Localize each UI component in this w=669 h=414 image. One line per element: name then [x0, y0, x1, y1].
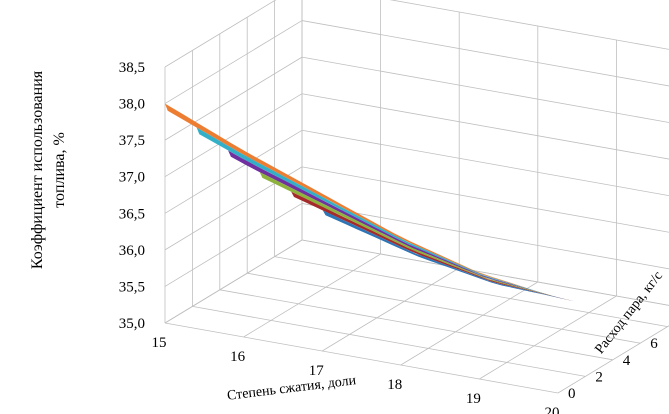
side-wall-gridline — [164, 93, 303, 178]
side-wall-gridline — [164, 20, 303, 104]
floor-gridline — [164, 322, 559, 394]
y-tick-label: 4 — [623, 353, 631, 369]
z-tick-label: 35,0 — [119, 316, 145, 332]
y-axis-ticks: 0246810 — [568, 336, 658, 402]
floor-gridline — [557, 325, 669, 394]
z-axis-label-line2: топлива, % — [51, 132, 68, 208]
side-wall-gridline — [164, 203, 303, 287]
x-tick-label: 18 — [387, 377, 402, 393]
z-tick-label: 38,5 — [119, 60, 145, 76]
z-tick-label: 37,5 — [119, 133, 145, 149]
floor-gridline — [247, 272, 641, 344]
x-axis-ticks: 15 16 17 18 19 20 — [152, 335, 560, 414]
x-tick-label: 17 — [309, 363, 325, 379]
back-wall-gridline — [301, 56, 669, 123]
surface-band-2 — [196, 127, 564, 299]
y-tick-label: 6 — [650, 336, 658, 352]
z-tick-label: 38,0 — [119, 97, 145, 113]
y-tick-label: 0 — [568, 386, 576, 402]
z-tick-label: 35,5 — [119, 279, 145, 295]
z-axis-ticks: 35,0 35,5 36,0 36,5 37,0 37,5 38,0 38,5 — [119, 60, 145, 332]
back-wall-gridline — [301, 93, 669, 160]
back-wall-gridline — [301, 129, 669, 197]
z-tick-label: 36,0 — [119, 243, 145, 259]
side-wall-gridline — [164, 0, 277, 68]
z-tick-label: 36,5 — [119, 206, 145, 222]
x-tick-label: 15 — [152, 335, 167, 351]
floor-gridline — [192, 306, 586, 377]
surface-bands — [165, 103, 575, 302]
floor-gridline — [219, 289, 613, 361]
surface-band-1 — [165, 103, 561, 299]
back-wall-gridline — [301, 166, 669, 233]
back-wall-grid — [301, 0, 669, 306]
x-tick-label: 16 — [230, 349, 246, 365]
x-tick-label: 20 — [545, 405, 560, 414]
floor-gridline — [274, 256, 668, 327]
back-wall-gridline — [301, 20, 669, 87]
back-wall-gridline — [389, 0, 669, 50]
y-tick-label: 2 — [595, 369, 603, 385]
floor-gridline — [243, 253, 381, 338]
floor-gridline — [400, 281, 539, 366]
back-wall-gridline — [301, 203, 669, 270]
x-tick-label: 19 — [466, 391, 481, 407]
floor-grid — [164, 239, 669, 394]
floor-gridline — [164, 239, 303, 324]
x-axis-label: Степень сжатия, доли — [226, 373, 357, 404]
side-wall-grid — [164, 0, 303, 324]
side-wall-gridline — [164, 56, 303, 141]
z-tick-label: 37,0 — [119, 170, 145, 186]
floor-gridline — [479, 295, 617, 380]
side-wall-gridline — [164, 129, 303, 214]
floor-gridline — [301, 239, 669, 306]
z-axis-label-line1: Коэффициент использования — [29, 70, 46, 269]
floor-gridline — [321, 267, 460, 352]
